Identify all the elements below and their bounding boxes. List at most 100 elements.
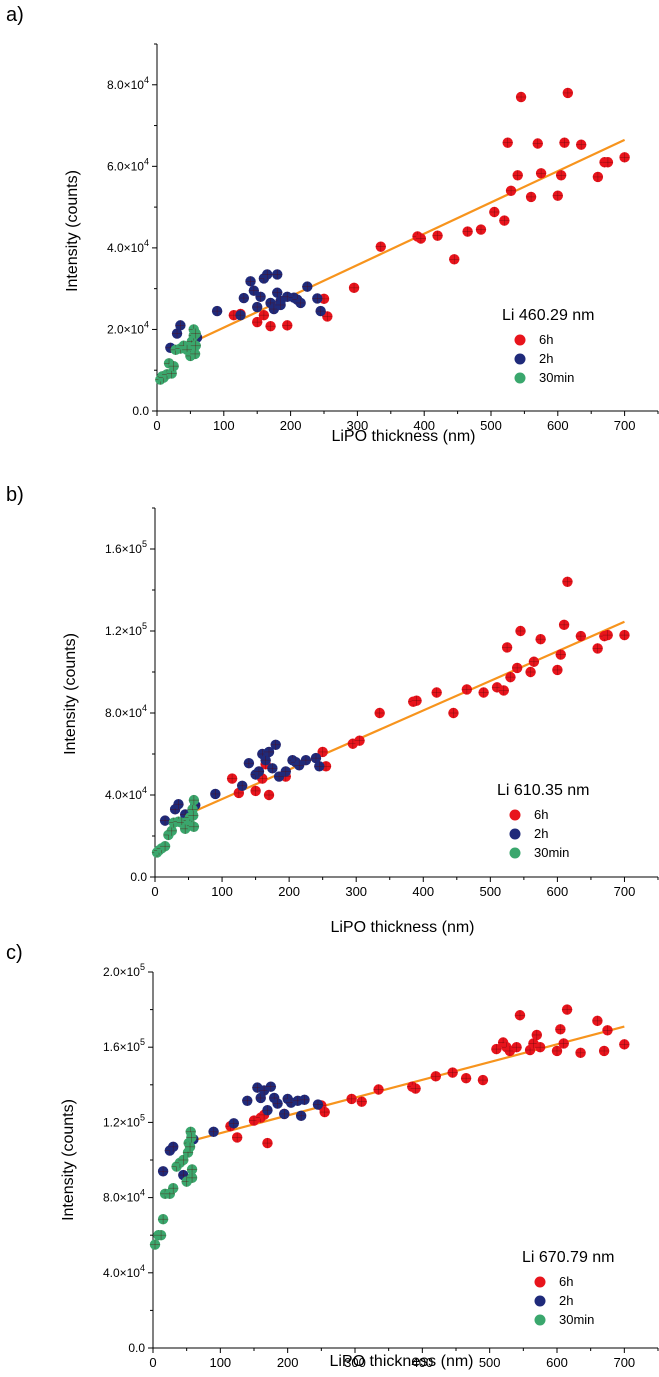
- x-tick-label: 700: [613, 1355, 635, 1370]
- point-marker: [374, 707, 385, 719]
- point-marker: [411, 695, 422, 706]
- data-point-6h: [532, 138, 543, 149]
- data-point-30min: [189, 348, 201, 360]
- x-tick-label: 0: [151, 884, 158, 899]
- point-marker: [262, 1137, 273, 1149]
- point-marker: [449, 254, 460, 265]
- point-marker: [599, 630, 610, 642]
- point-marker: [168, 1183, 179, 1194]
- data-point-6h: [501, 642, 513, 653]
- data-point-6h: [535, 634, 546, 645]
- point-marker: [592, 1015, 603, 1027]
- data-point-30min: [155, 1230, 167, 1241]
- legend-title: Li 670.79 nm: [522, 1249, 615, 1266]
- y-tick-label: 0.0: [128, 1341, 145, 1355]
- data-point-6h: [262, 1137, 273, 1149]
- point-marker: [185, 350, 196, 362]
- point-marker: [168, 1141, 179, 1153]
- point-marker: [183, 815, 194, 826]
- point-marker: [552, 190, 563, 201]
- data-point-2h: [265, 297, 276, 309]
- data-point-6h: [448, 707, 459, 719]
- data-point-6h: [505, 185, 517, 196]
- x-tick-label: 300: [345, 884, 367, 899]
- data-point-2h: [290, 757, 302, 768]
- data-point-6h: [280, 771, 291, 782]
- data-point-2h: [268, 303, 280, 315]
- data-point-6h: [599, 157, 610, 168]
- point-marker: [186, 1132, 197, 1143]
- data-point-6h: [347, 738, 359, 749]
- data-point-6h: [512, 170, 523, 181]
- point-marker: [179, 823, 191, 835]
- data-point-30min: [186, 1132, 197, 1143]
- point-marker: [263, 746, 275, 758]
- point-marker: [159, 1188, 171, 1200]
- data-point-6h: [531, 1029, 542, 1041]
- data-point-30min: [181, 1176, 192, 1187]
- data-point-6h: [233, 787, 245, 799]
- legend-marker-6h: [534, 1276, 546, 1288]
- data-point-30min: [153, 1230, 164, 1241]
- point-marker: [265, 297, 276, 309]
- point-marker: [272, 269, 283, 280]
- data-point-6h: [432, 230, 443, 241]
- point-marker: [528, 1038, 539, 1049]
- data-point-30min: [182, 1147, 194, 1158]
- data-point-6h: [478, 687, 489, 698]
- point-marker: [166, 825, 177, 837]
- data-point-2h: [295, 297, 306, 309]
- data-point-6h: [491, 1043, 502, 1055]
- point-marker: [181, 344, 193, 356]
- data-point-2h: [257, 748, 268, 760]
- data-point-30min: [156, 843, 167, 854]
- y-axis-title: Intensity (counts): [62, 633, 79, 755]
- data-point-6h: [575, 630, 587, 642]
- point-marker: [491, 682, 503, 693]
- data-point-2h: [273, 771, 285, 782]
- data-point-30min: [176, 817, 188, 828]
- data-point-2h: [267, 763, 278, 774]
- y-tick-label: 1.6×105: [105, 539, 147, 556]
- y-tick-label: 0.0: [132, 404, 149, 418]
- point-marker: [599, 157, 610, 168]
- data-point-2h: [300, 754, 312, 766]
- point-marker: [175, 343, 186, 354]
- point-marker: [491, 1043, 502, 1055]
- point-marker: [505, 185, 517, 196]
- point-marker: [157, 1166, 169, 1177]
- point-marker: [188, 821, 200, 832]
- data-point-6h: [477, 1074, 489, 1086]
- data-point-30min: [185, 1126, 196, 1138]
- point-marker: [155, 374, 166, 385]
- data-point-6h: [356, 1096, 367, 1107]
- data-point-2h: [157, 1166, 169, 1177]
- data-point-2h: [248, 285, 260, 296]
- point-marker: [262, 1104, 273, 1116]
- legend-label-2h: 2h: [534, 826, 548, 841]
- point-marker: [504, 1045, 516, 1057]
- point-marker: [170, 344, 181, 356]
- point-marker: [282, 320, 293, 331]
- point-marker: [300, 754, 312, 766]
- point-marker: [265, 320, 276, 332]
- data-point-30min: [181, 344, 193, 356]
- data-point-2h: [299, 1094, 310, 1106]
- data-point-6h: [346, 1093, 357, 1105]
- data-point-2h: [191, 332, 203, 343]
- point-marker: [460, 1073, 472, 1084]
- point-marker: [575, 1047, 586, 1059]
- x-tick-label: 400: [413, 418, 435, 433]
- point-marker: [562, 87, 574, 99]
- point-marker: [272, 1098, 283, 1109]
- y-tick-label: 8.0×104: [107, 75, 149, 92]
- point-marker: [279, 1108, 290, 1120]
- point-marker: [191, 332, 203, 343]
- point-marker: [257, 748, 268, 760]
- point-marker: [285, 1097, 297, 1108]
- point-marker: [179, 809, 191, 820]
- data-point-6h: [562, 576, 573, 587]
- data-point-30min: [178, 340, 189, 351]
- data-point-2h: [272, 1098, 283, 1109]
- point-marker: [253, 766, 265, 777]
